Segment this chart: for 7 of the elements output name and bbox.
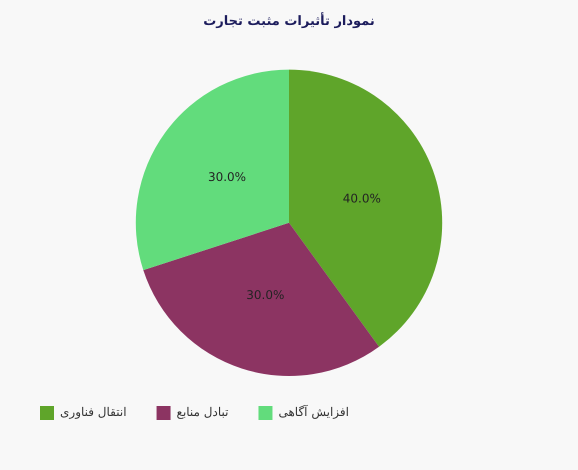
legend-label: انتقال فناوری — [60, 405, 127, 420]
data-label: 40.0% — [342, 191, 381, 206]
legend-label: تبادل منابع — [176, 405, 228, 420]
data-label: 30.0% — [208, 170, 246, 184]
legend-label: افزایش آگاهی — [278, 404, 349, 420]
data-label: 30.0% — [246, 288, 284, 302]
chart-title: نمودار تأثیرات مثبت تجارت — [203, 12, 375, 30]
